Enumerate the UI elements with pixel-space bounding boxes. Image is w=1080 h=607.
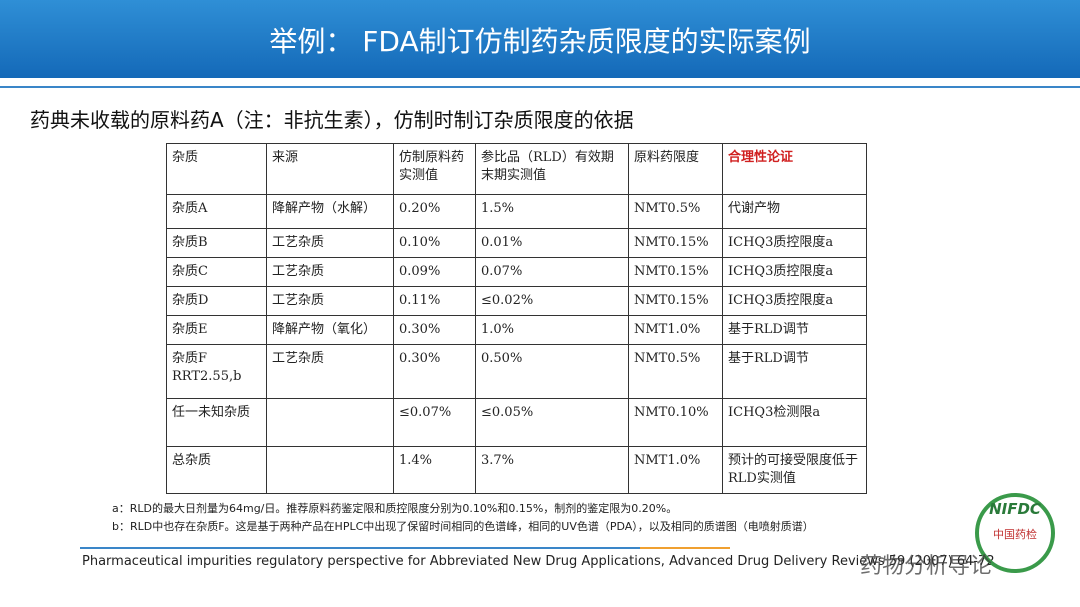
cell: 降解产物（水解）	[266, 194, 394, 229]
cell: ≤0.02%	[475, 286, 629, 316]
logo: NIFDC 中国药检	[975, 493, 1055, 573]
cell: 3.7%	[475, 446, 629, 494]
cell: 0.50%	[475, 344, 629, 399]
watermark: 药物分析导论	[860, 554, 993, 579]
cell: 基于RLD调节	[722, 344, 867, 399]
footnote: b：RLD中也存在杂质F。这是基于两种产品在HPLC中出现了保留时间相同的色谱峰…	[112, 520, 814, 533]
cell: 代谢产物	[722, 194, 867, 229]
logo-name: NIFDC	[989, 500, 1041, 518]
cell: NMT0.10%	[628, 398, 723, 447]
cell: 杂质A	[166, 194, 267, 229]
header-cell: 原料药限度	[628, 143, 723, 195]
cell: 杂质C	[166, 257, 267, 287]
cell: 工艺杂质	[266, 344, 394, 399]
cell: 0.07%	[475, 257, 629, 287]
cell: 工艺杂质	[266, 286, 394, 316]
rule	[80, 547, 640, 549]
cell: 0.01%	[475, 228, 629, 258]
cell: ICHQ3检测限a	[722, 398, 867, 447]
cell	[266, 446, 394, 494]
title: 举例： FDA制订仿制药杂质限度的实际案例	[269, 25, 811, 58]
cell: 降解产物（氧化）	[266, 315, 394, 345]
cell: NMT0.15%	[628, 257, 723, 287]
cell: NMT1.0%	[628, 315, 723, 345]
row: 杂质B 工艺杂质 0.10% 0.01% NMT0.15% ICHQ3质控限度a	[166, 228, 867, 258]
row: 杂质C 工艺杂质 0.09% 0.07% NMT0.15% ICHQ3质控限度a	[166, 257, 867, 287]
cell: ICHQ3质控限度a	[722, 257, 867, 287]
cell: 任一未知杂质	[166, 398, 267, 447]
rule	[0, 86, 1080, 88]
cell: 0.09%	[393, 257, 476, 287]
cell: 0.30%	[393, 344, 476, 399]
cell: 杂质B	[166, 228, 267, 258]
cell: ICHQ3质控限度a	[722, 228, 867, 258]
row: 杂质E 降解产物（氧化） 0.30% 1.0% NMT1.0% 基于RLD调节	[166, 315, 867, 345]
cell: 工艺杂质	[266, 257, 394, 287]
cell: ≤0.05%	[475, 398, 629, 447]
cell: 1.4%	[393, 446, 476, 494]
row: 杂质A 降解产物（水解） 0.20% 1.5% NMT0.5% 代谢产物	[166, 194, 867, 229]
row: 任一未知杂质 ≤0.07% ≤0.05% NMT0.10% ICHQ3检测限a	[166, 398, 867, 447]
cell: ICHQ3质控限度a	[722, 286, 867, 316]
cell: 基于RLD调节	[722, 315, 867, 345]
cell	[266, 398, 394, 447]
header-row: 杂质 来源 仿制原料药实测值 参比品（RLD）有效期末期实测值 原料药限度 合理性论证	[166, 143, 867, 195]
cell: 1.0%	[475, 315, 629, 345]
cell: NMT0.15%	[628, 286, 723, 316]
cell: NMT0.5%	[628, 344, 723, 399]
cell: NMT1.0%	[628, 446, 723, 494]
logo-ring	[975, 493, 1055, 573]
cell: 1.5%	[475, 194, 629, 229]
header-cell: 仿制原料药实测值	[393, 143, 476, 195]
header-cell: 参比品（RLD）有效期末期实测值	[475, 143, 629, 195]
cell: 预计的可接受限度低于RLD实测值	[722, 446, 867, 494]
cell: 杂质F RRT2.55,b	[166, 344, 267, 399]
cell: NMT0.15%	[628, 228, 723, 258]
subtitle: 药典未收载的原料药A（注：非抗生素），仿制时制订杂质限度的依据	[30, 108, 634, 132]
footnote: a：RLD的最大日剂量为64mg/日。推荐原料药鉴定限和质控限度分别为0.10%…	[112, 502, 678, 515]
cell: ≤0.07%	[393, 398, 476, 447]
row: 总杂质 1.4% 3.7% NMT1.0% 预计的可接受限度低于RLD实测值	[166, 446, 867, 494]
rule	[640, 547, 730, 549]
cell: 0.10%	[393, 228, 476, 258]
cell: 0.30%	[393, 315, 476, 345]
logo-label: 中国药检	[993, 527, 1037, 541]
citation: Pharmaceutical impurities regulatory per…	[82, 554, 995, 569]
header-cell: 来源	[266, 143, 394, 195]
table: 杂质 来源 仿制原料药实测值 参比品（RLD）有效期末期实测值 原料药限度 合理性论证 杂质…	[166, 143, 867, 494]
cell: 总杂质	[166, 446, 267, 494]
cell: 工艺杂质	[266, 228, 394, 258]
cell: 0.20%	[393, 194, 476, 229]
row: 杂质D 工艺杂质 0.11% ≤0.02% NMT0.15% ICHQ3质控限度a	[166, 286, 867, 316]
header-cell: 杂质	[166, 143, 267, 195]
cell: 杂质D	[166, 286, 267, 316]
cell: 0.11%	[393, 286, 476, 316]
row: 杂质F RRT2.55,b 工艺杂质 0.30% 0.50% NMT0.5% 基于RLD调…	[166, 344, 867, 399]
header: 举例： FDA制订仿制药杂质限度的实际案例	[0, 0, 1080, 78]
cell: NMT0.5%	[628, 194, 723, 229]
header-cell: 合理性论证	[722, 143, 867, 195]
cell: 杂质E	[166, 315, 267, 345]
